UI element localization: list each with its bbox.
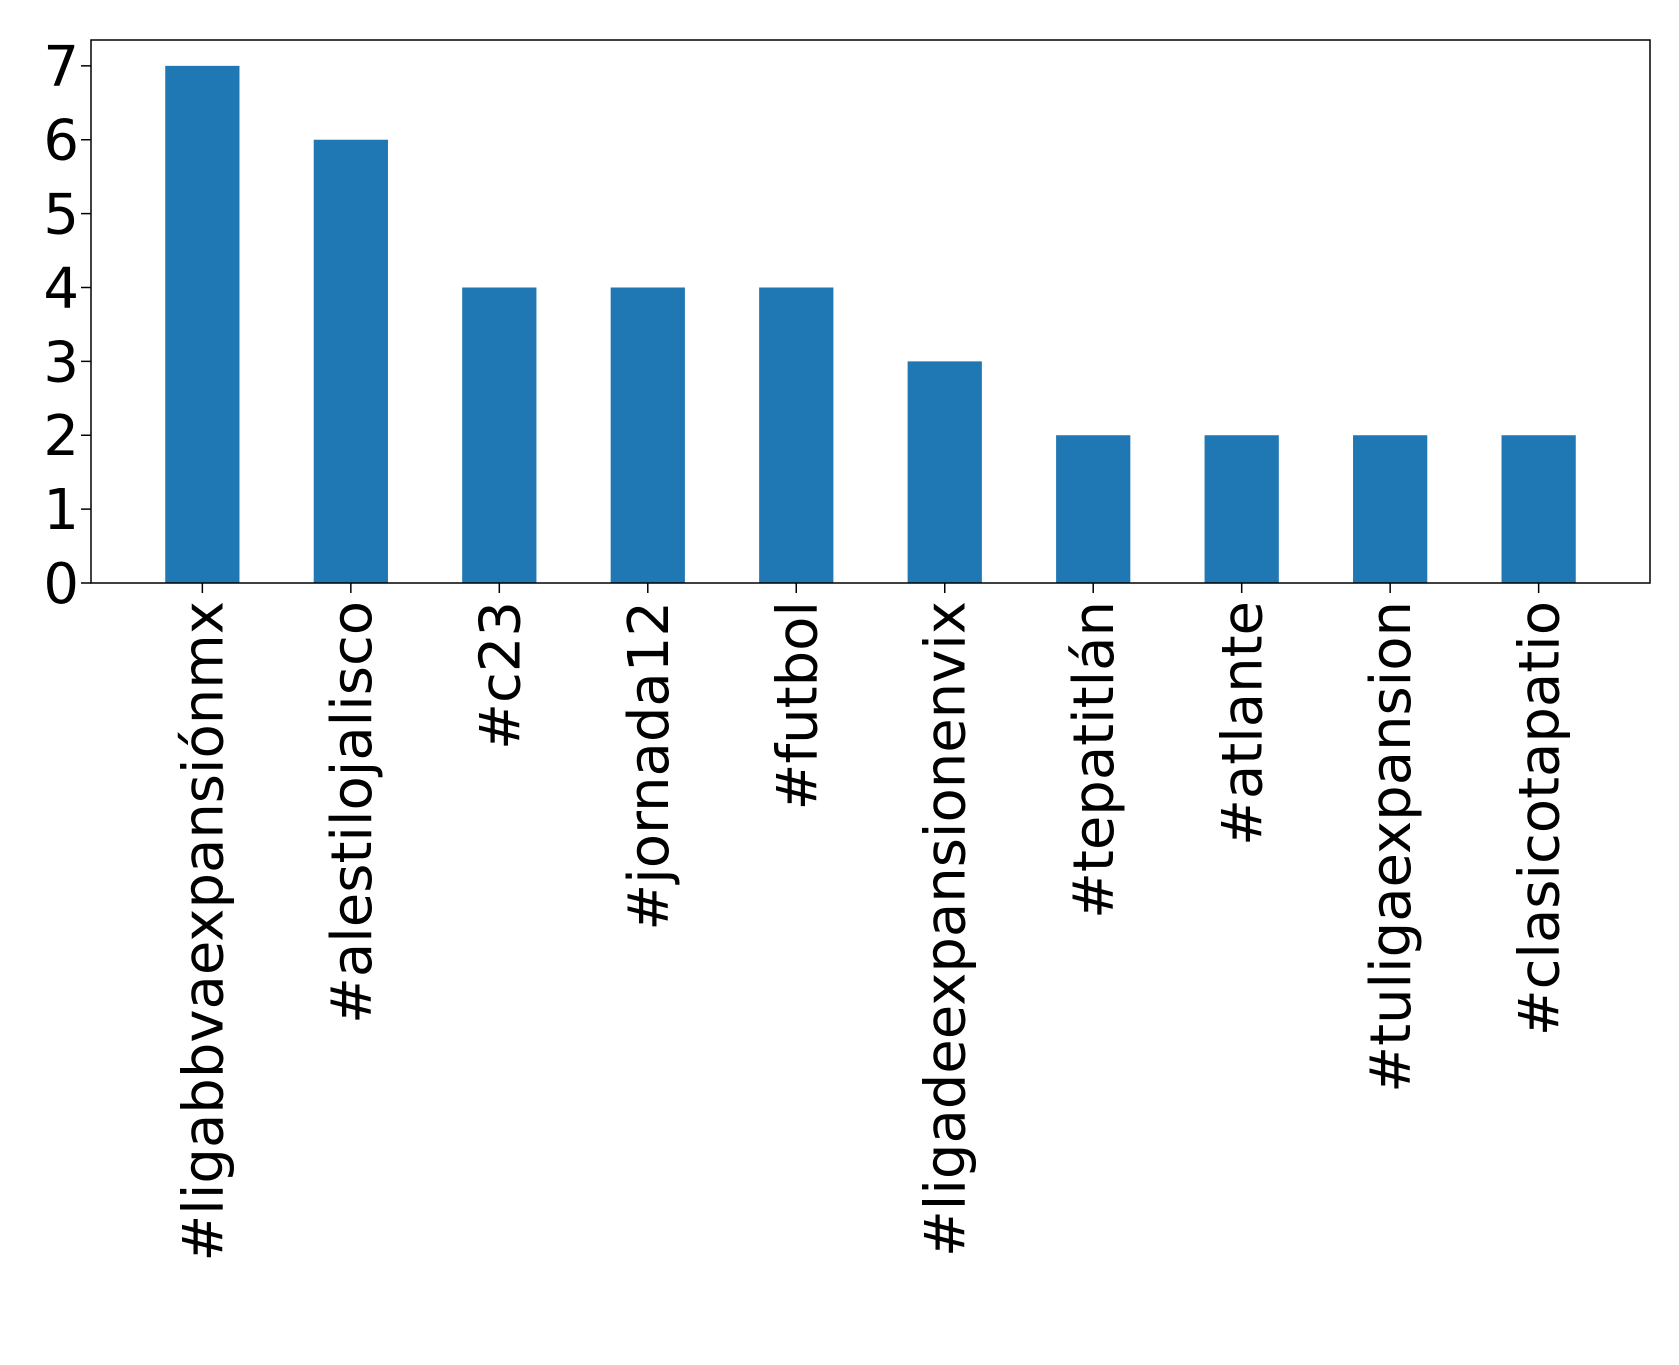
- bar-9: [1502, 435, 1576, 583]
- x-tick-label: #ligabbvaexpansiónmx: [171, 601, 236, 1262]
- bar-7: [1205, 435, 1279, 583]
- bar-2: [462, 287, 536, 583]
- bar-0: [165, 66, 239, 583]
- x-tick-label: #c23: [468, 601, 533, 750]
- bar-8: [1353, 435, 1427, 583]
- bar-5: [908, 361, 982, 583]
- y-tick-label: 5: [43, 183, 79, 248]
- bar-4: [759, 287, 833, 583]
- y-tick-label: 1: [43, 478, 79, 543]
- y-tick-label: 0: [43, 552, 79, 617]
- x-tick-label: #jornada12: [617, 601, 682, 931]
- x-tick-label: #ligadeexpansionenvix: [914, 601, 979, 1257]
- x-tick-label: #alestilojalisco: [320, 601, 385, 1024]
- y-tick-label: 2: [43, 404, 79, 469]
- y-tick-label: 7: [43, 35, 79, 100]
- x-tick-label: #clasicotapatio: [1508, 601, 1573, 1036]
- y-tick-label: 3: [43, 330, 79, 395]
- bar-6: [1056, 435, 1130, 583]
- bar-3: [611, 287, 685, 583]
- y-tick-label: 4: [43, 256, 79, 321]
- x-tick-label: #atlante: [1211, 601, 1276, 846]
- x-tick-label: #tepatitlán: [1062, 601, 1127, 919]
- x-tick-label: #futbol: [765, 601, 830, 810]
- x-tick-label: #tuligaexpansion: [1359, 601, 1424, 1093]
- bar-1: [314, 140, 388, 583]
- y-tick-label: 6: [43, 109, 79, 174]
